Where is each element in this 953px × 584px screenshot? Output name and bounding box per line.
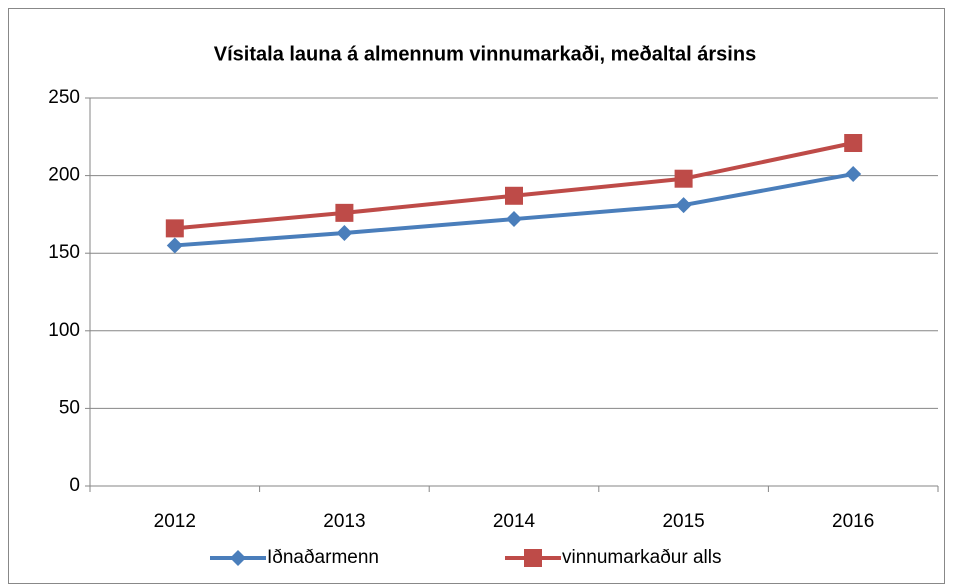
marker bbox=[335, 203, 354, 222]
x-tick-label: 2012 bbox=[154, 511, 196, 532]
legend-marker bbox=[524, 549, 542, 567]
y-tick-label: 200 bbox=[48, 165, 80, 186]
marker bbox=[336, 225, 353, 242]
x-tick-label: 2016 bbox=[832, 511, 874, 532]
y-tick-label: 250 bbox=[48, 87, 80, 108]
x-tick-label: 2014 bbox=[493, 511, 536, 532]
marker bbox=[674, 169, 693, 188]
legend-label: vinnumarkaður alls bbox=[562, 547, 721, 568]
x-tick-label: 2015 bbox=[662, 511, 704, 532]
legend-label: Iðnaðarmenn bbox=[267, 547, 379, 568]
legend-marker bbox=[230, 550, 246, 566]
chart-frame bbox=[8, 8, 945, 584]
y-tick-label: 50 bbox=[59, 397, 80, 418]
marker bbox=[845, 166, 862, 183]
marker bbox=[505, 186, 523, 205]
y-tick-label: 150 bbox=[48, 242, 80, 263]
marker bbox=[165, 219, 184, 238]
marker bbox=[166, 237, 183, 254]
marker bbox=[675, 197, 692, 214]
y-tick-label: 100 bbox=[48, 320, 80, 341]
y-tick-label: 0 bbox=[69, 475, 80, 496]
x-tick-label: 2013 bbox=[323, 511, 365, 532]
marker bbox=[844, 134, 863, 153]
chart-title: Vísitala launa á almennum vinnumarkaði, … bbox=[214, 43, 756, 65]
marker bbox=[506, 211, 522, 228]
